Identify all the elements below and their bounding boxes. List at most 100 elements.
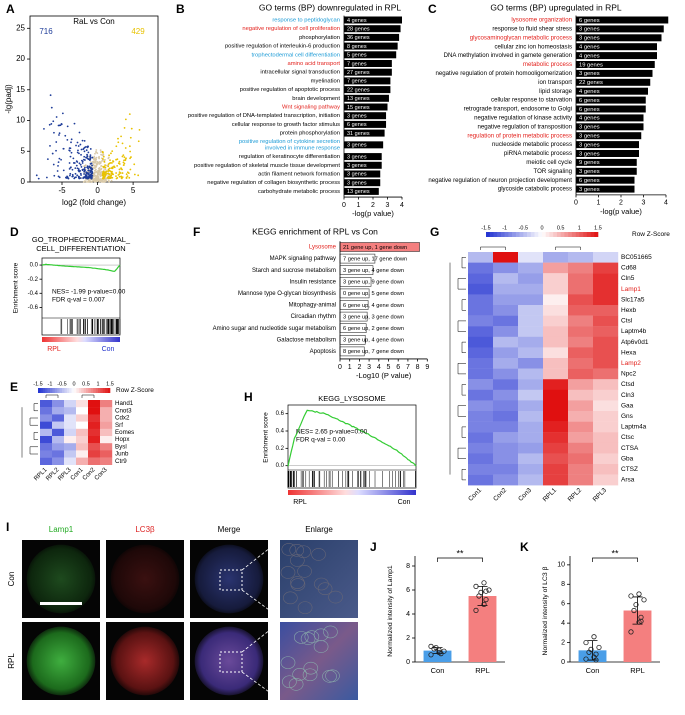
- volcano-dot: [117, 162, 120, 165]
- data-point: [428, 652, 434, 658]
- heatmap-cell: [52, 443, 65, 451]
- heatmap-cell: [100, 457, 113, 465]
- bar: [344, 153, 382, 161]
- nucleus: [314, 577, 329, 591]
- nucleus: [297, 601, 313, 614]
- micrograph-embryo: [194, 626, 264, 696]
- volcano-dot: [81, 168, 84, 171]
- volcano-dot: [78, 131, 81, 134]
- volcano-dot: [85, 175, 88, 178]
- fdr: FDR q-val = 0.00: [296, 437, 346, 444]
- volcano-dot: [99, 180, 102, 183]
- bar: [344, 94, 389, 102]
- color-key-cell: [107, 388, 111, 393]
- heatmap-cell: [518, 368, 544, 380]
- term-label: phosphorylation: [299, 35, 340, 41]
- bar: [576, 123, 644, 131]
- bar-gene-label: 3 gene up, 9 gene down: [343, 280, 404, 286]
- heatmap-cell: [568, 389, 594, 401]
- color-key-cell: [66, 388, 70, 393]
- nucleus: [304, 630, 320, 643]
- volcano-dot: [109, 159, 111, 162]
- heatmap-cell: [568, 283, 594, 295]
- panel-letter: C: [428, 2, 437, 16]
- y-tick-label: 0.2: [276, 446, 285, 452]
- volcano-dot: [137, 174, 140, 177]
- heatmap-cell: [468, 347, 494, 359]
- heatmap-cell: [468, 315, 494, 327]
- color-key-cell: [78, 388, 82, 393]
- volcano-dot: [72, 162, 75, 164]
- volcano-dot: [112, 166, 114, 169]
- color-key-cell: [88, 388, 92, 393]
- x-tick-label: 2: [619, 200, 623, 207]
- volcano-dot: [46, 158, 49, 161]
- color-key-cell: [512, 232, 517, 237]
- heatmap-cell: [76, 436, 89, 444]
- volcano-dot: [98, 155, 100, 158]
- significance-bracket: [592, 557, 638, 562]
- bar-gene-label: 4 genes: [579, 45, 600, 51]
- y-tick-label: 8: [406, 563, 410, 570]
- volcano-dot: [101, 180, 104, 183]
- micrograph-embryo: [110, 626, 180, 696]
- volcano-dot: [88, 159, 91, 161]
- error-bar: [587, 640, 598, 661]
- volcano-dot: [68, 167, 71, 170]
- heatmap-cell: [518, 283, 544, 295]
- volcano-dot: [76, 151, 79, 154]
- volcano-dot: [124, 147, 127, 149]
- bar: [344, 60, 392, 67]
- volcano-dot: [73, 122, 76, 125]
- heatmap-cell: [518, 262, 544, 274]
- heatmap-cell: [100, 421, 113, 429]
- heatmap-cell: [568, 464, 594, 475]
- nucleus: [323, 625, 338, 639]
- gene-label: Ctsc: [621, 434, 635, 441]
- color-key-cell: [98, 388, 101, 393]
- color-key-cell: [83, 388, 87, 393]
- y-tick-label: 2: [406, 635, 410, 642]
- heatmap-cell: [40, 443, 53, 451]
- term-label: involved in immune response: [265, 146, 340, 152]
- volcano-dot: [128, 113, 131, 116]
- color-key-cell: [497, 232, 502, 237]
- term-label: negative regulation of kinase activity: [474, 115, 573, 122]
- term-label: cellular zinc ion homeostasis: [494, 43, 572, 50]
- volcano-dot: [115, 175, 117, 178]
- heatmap-cell: [76, 450, 89, 458]
- heatmap-cell: [88, 414, 101, 422]
- gene-label: Lamp2: [621, 360, 641, 367]
- volcano-dot: [89, 167, 92, 170]
- volcano-dot: [97, 170, 100, 173]
- volcano-dot: [75, 160, 78, 163]
- sample-label: RPL2: [567, 487, 584, 504]
- term-label: Amino sugar and nucleotide sugar metabol…: [213, 326, 336, 332]
- volcano-dot: [92, 160, 95, 163]
- color-key-cell: [523, 232, 528, 237]
- heatmap-cell: [468, 336, 494, 348]
- data-point: [436, 647, 442, 653]
- heatmap-cell: [493, 389, 519, 401]
- heatmap-cell: [568, 315, 594, 327]
- color-key-cell: [493, 232, 498, 237]
- term-label: regulation of protein metabolic process: [467, 132, 572, 139]
- plot-frame: [287, 404, 417, 489]
- color-key-tick: 1.5: [106, 381, 114, 387]
- volcano-dot: [123, 156, 126, 159]
- data-point: [483, 596, 489, 603]
- gene-label: Cnot3: [115, 407, 132, 414]
- bar-gene-label: 19 genes: [579, 62, 603, 68]
- heatmap-cell: [568, 358, 594, 369]
- heatmap-cell: [568, 442, 594, 454]
- volcano-dot: [104, 172, 107, 174]
- x-tick-label: 2: [357, 364, 361, 371]
- y-tick-label: -0.2: [28, 277, 39, 283]
- volcano-dot: [72, 157, 75, 160]
- color-key-cell: [76, 388, 80, 393]
- volcano-dot: [110, 179, 113, 182]
- volcano-dot: [80, 174, 82, 176]
- volcano-dot: [87, 145, 89, 148]
- volcano-dot: [94, 152, 96, 155]
